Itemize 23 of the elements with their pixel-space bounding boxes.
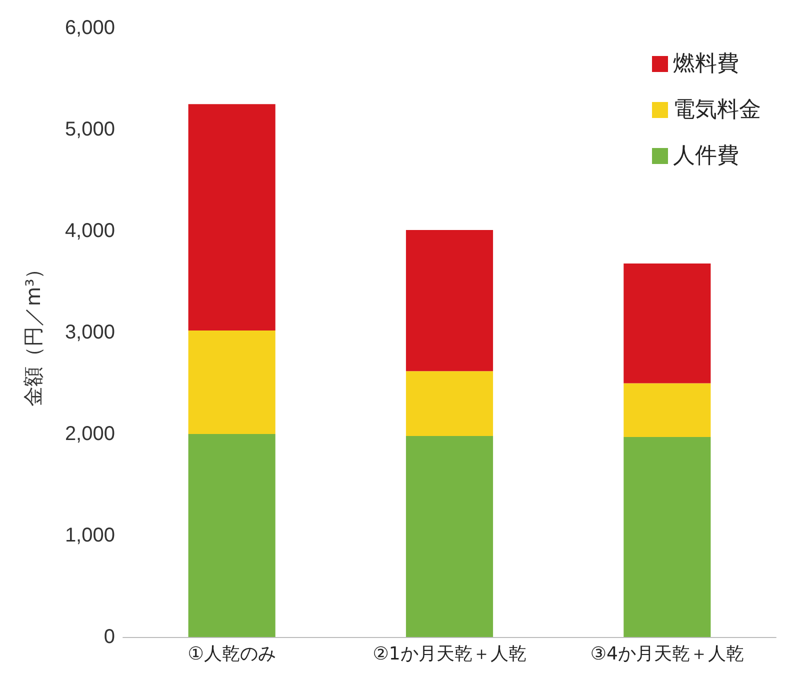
x-tick-label: ③4か月天乾＋人乾 [590, 644, 744, 664]
y-tick-label: 0 [104, 626, 115, 648]
x-tick-label: ①人乾のみ [188, 644, 276, 664]
y-axis-title: 金額（円／m³） [21, 258, 45, 406]
y-tick-label: 6,000 [64, 17, 115, 39]
x-tick-label: ②1か月天乾＋人乾 [372, 644, 526, 664]
bar [406, 436, 494, 637]
bar [406, 230, 494, 372]
y-tick-label: 1,000 [64, 524, 115, 546]
bar [406, 371, 494, 436]
y-tick-label: 2,000 [64, 423, 115, 445]
y-tick-label: 5,000 [64, 118, 115, 140]
legend-label: 電気料金 [673, 98, 761, 122]
y-tick-label: 3,000 [64, 322, 115, 344]
bar [624, 263, 711, 384]
bar [188, 434, 276, 637]
y-tick-label: 4,000 [64, 220, 115, 242]
legend-label: 燃料費 [673, 52, 739, 76]
bar [624, 383, 711, 438]
bar [188, 104, 276, 330]
bar [188, 330, 276, 434]
bar [624, 437, 711, 637]
legend-label: 人件費 [673, 144, 739, 168]
